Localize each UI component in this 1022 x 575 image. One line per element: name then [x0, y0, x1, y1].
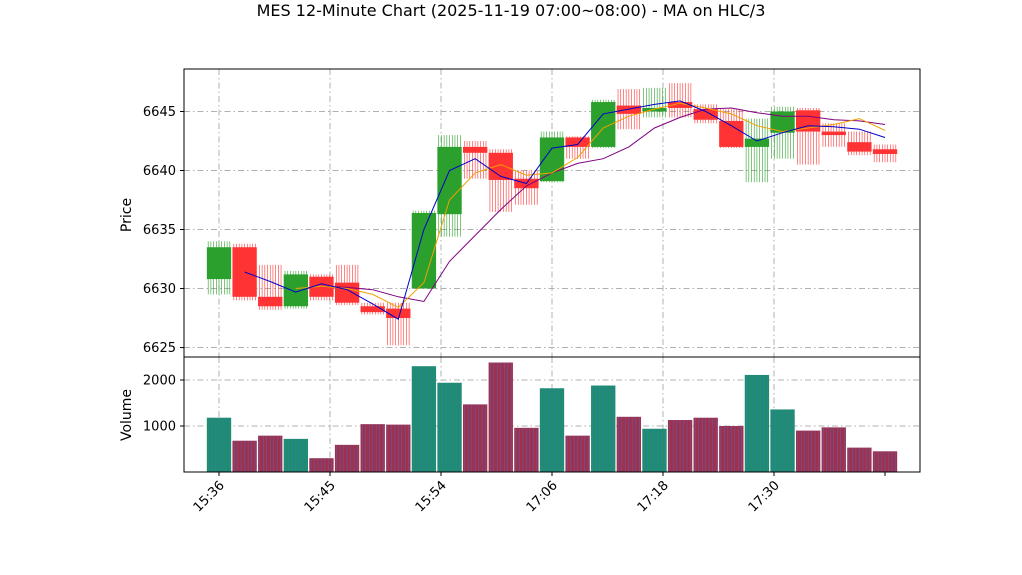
volume-bar	[309, 458, 334, 472]
candle-body	[258, 296, 283, 307]
candle	[539, 131, 565, 183]
price-tick-label: 6640	[143, 164, 176, 179]
volume-bar	[258, 435, 283, 472]
candle-body	[642, 107, 667, 112]
volume-bar	[616, 416, 642, 472]
volume-bar	[206, 417, 232, 472]
candle-body	[206, 247, 232, 280]
x-tick-label: 17:30	[746, 478, 783, 515]
candle	[258, 264, 283, 310]
candle-body	[360, 306, 385, 313]
volume-bar	[462, 404, 488, 472]
volume-bar	[719, 426, 744, 472]
candle-body	[847, 142, 872, 152]
candle-body	[667, 102, 693, 108]
volume-panel: 1000 2000	[143, 356, 921, 473]
candle-body	[462, 146, 488, 153]
volume-bar	[539, 388, 565, 472]
candle-body	[744, 138, 770, 147]
volume-tick-label: 1000	[143, 420, 176, 435]
volume-tick-label: 2000	[143, 374, 176, 389]
volume-axis-label: Volume	[119, 389, 135, 441]
candle-body	[411, 213, 437, 289]
x-tick-label: 17:06	[524, 478, 561, 515]
candle	[360, 302, 385, 315]
price-panel: 6625 6630 6635 6640 6645	[143, 68, 921, 358]
volume-bar	[386, 424, 411, 472]
candle-body	[872, 149, 898, 154]
price-tick-label: 6645	[143, 105, 176, 120]
candle	[847, 131, 872, 156]
ma-fast-line	[244, 100, 886, 320]
candle-body	[565, 137, 590, 147]
volume-bar	[488, 362, 513, 472]
candle	[437, 135, 462, 237]
volume-bar	[795, 430, 821, 472]
x-tick-label: 15:45	[302, 478, 339, 515]
candle	[693, 104, 718, 124]
volume-bar	[437, 382, 462, 472]
candle	[386, 302, 411, 346]
volume-bar	[847, 447, 872, 472]
volume-bar	[770, 409, 795, 472]
volume-bar	[693, 417, 718, 472]
x-tick-label: 15:54	[413, 478, 450, 515]
candle	[206, 241, 232, 295]
candle-body	[719, 120, 744, 147]
price-tick-label: 6630	[143, 282, 176, 297]
volume-bar	[334, 444, 360, 472]
volume-bar	[232, 440, 257, 472]
volume-bar	[744, 374, 770, 472]
candle-body	[693, 109, 718, 120]
candle-body	[334, 282, 360, 303]
volume-bar	[565, 435, 590, 472]
volume-bar	[360, 424, 385, 472]
candle	[283, 270, 309, 309]
volume-bar	[667, 420, 693, 472]
x-tick-label: 15:36	[191, 478, 228, 515]
volume-bar	[514, 427, 539, 472]
x-axis: 15:36 15:45 15:54 17:06 17:18 17:30	[191, 472, 886, 515]
candle	[719, 109, 744, 149]
candle	[488, 149, 513, 212]
candle-body	[437, 146, 462, 215]
candle	[872, 144, 898, 163]
candle-body	[309, 276, 334, 297]
candle	[411, 210, 437, 289]
volume-bar	[283, 438, 309, 472]
x-tick-label: 17:18	[635, 478, 672, 515]
chart-title: MES 12-Minute Chart (2025-11-19 07:00~08…	[257, 1, 766, 20]
volume-bar	[821, 427, 846, 472]
price-axis-label: Price	[119, 198, 135, 232]
candle-body	[821, 131, 846, 136]
price-tick-label: 6625	[143, 341, 176, 356]
candle	[744, 118, 770, 183]
volume-bar	[591, 385, 616, 472]
price-tick-label: 6635	[143, 223, 176, 238]
candle	[667, 83, 693, 118]
candle	[642, 87, 667, 118]
candle	[334, 264, 360, 306]
candle-body	[386, 308, 411, 319]
volume-bar	[411, 366, 437, 472]
candle-body	[770, 111, 795, 133]
candle-body	[616, 105, 642, 114]
candle-body	[283, 274, 309, 307]
volume-bar	[872, 451, 898, 472]
ma-slow-line	[321, 107, 886, 303]
candle-body	[488, 152, 513, 180]
volume-bar	[642, 428, 667, 472]
ma-mid-line	[295, 102, 886, 309]
